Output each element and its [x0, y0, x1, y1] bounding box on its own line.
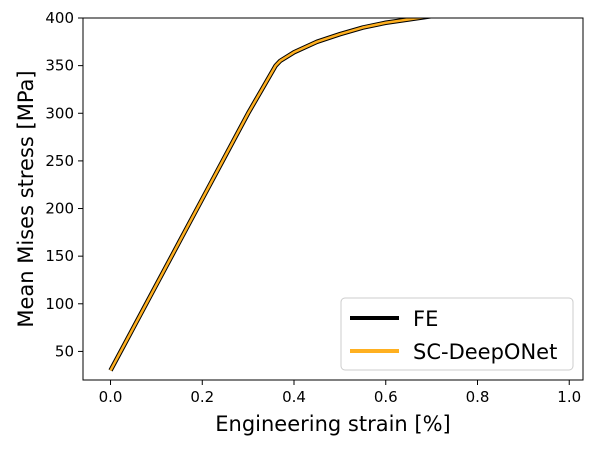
y-tick-label: 200 — [45, 200, 74, 218]
legend: FE SC-DeepONet — [340, 297, 574, 371]
legend-label-sc-deeponet: SC-DeepONet — [413, 340, 557, 364]
x-tick-label: 0.8 — [466, 388, 490, 406]
y-tick-label: 300 — [45, 104, 74, 122]
y-tick-label: 400 — [45, 9, 74, 27]
x-axis-label: Engineering strain [%] — [215, 412, 451, 436]
y-tick-label: 100 — [45, 295, 74, 313]
series-line-sc-deeponet — [109, 18, 428, 372]
plot-area-frame — [82, 17, 584, 381]
x-tick-label: 1.0 — [557, 388, 581, 406]
x-tick-label: 0.6 — [374, 388, 398, 406]
y-tick-label: 350 — [45, 57, 74, 75]
y-tick-label: 150 — [45, 247, 74, 265]
x-tick-label: 0.4 — [282, 388, 306, 406]
y-axis-label: Mean Mises stress [MPa] — [14, 70, 38, 327]
y-tick-label: 50 — [55, 342, 74, 360]
legend-label-fe: FE — [413, 307, 438, 331]
x-tick-label: 0.0 — [99, 388, 123, 406]
y-tick-label: 250 — [45, 152, 74, 170]
x-tick-label: 0.2 — [190, 388, 214, 406]
